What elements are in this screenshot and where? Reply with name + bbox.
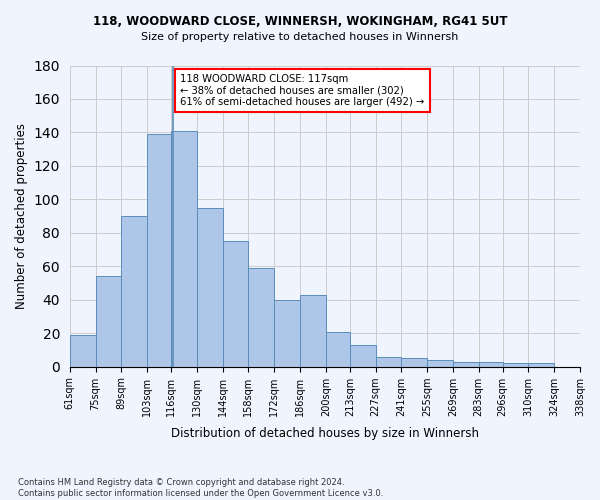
Bar	[171, 131, 197, 366]
Bar	[248, 268, 274, 366]
Bar	[453, 362, 479, 366]
Bar	[223, 241, 248, 366]
Bar	[70, 335, 95, 366]
Y-axis label: Number of detached properties: Number of detached properties	[15, 123, 28, 309]
Bar	[121, 216, 147, 366]
Bar	[274, 300, 300, 366]
Bar	[376, 356, 401, 366]
Bar	[479, 362, 503, 366]
Bar	[427, 360, 453, 366]
Text: Size of property relative to detached houses in Winnersh: Size of property relative to detached ho…	[142, 32, 458, 42]
Bar	[503, 364, 529, 366]
Text: 118 WOODWARD CLOSE: 117sqm
← 38% of detached houses are smaller (302)
61% of sem: 118 WOODWARD CLOSE: 117sqm ← 38% of deta…	[180, 74, 425, 107]
Bar	[350, 345, 376, 366]
Text: 118, WOODWARD CLOSE, WINNERSH, WOKINGHAM, RG41 5UT: 118, WOODWARD CLOSE, WINNERSH, WOKINGHAM…	[93, 15, 507, 28]
Bar	[529, 364, 554, 366]
Bar	[326, 332, 350, 366]
Bar	[401, 358, 427, 366]
Text: Contains HM Land Registry data © Crown copyright and database right 2024.
Contai: Contains HM Land Registry data © Crown c…	[18, 478, 383, 498]
Bar	[95, 276, 121, 366]
Bar	[197, 208, 223, 366]
Bar	[300, 294, 326, 366]
X-axis label: Distribution of detached houses by size in Winnersh: Distribution of detached houses by size …	[171, 427, 479, 440]
Bar	[147, 134, 171, 366]
